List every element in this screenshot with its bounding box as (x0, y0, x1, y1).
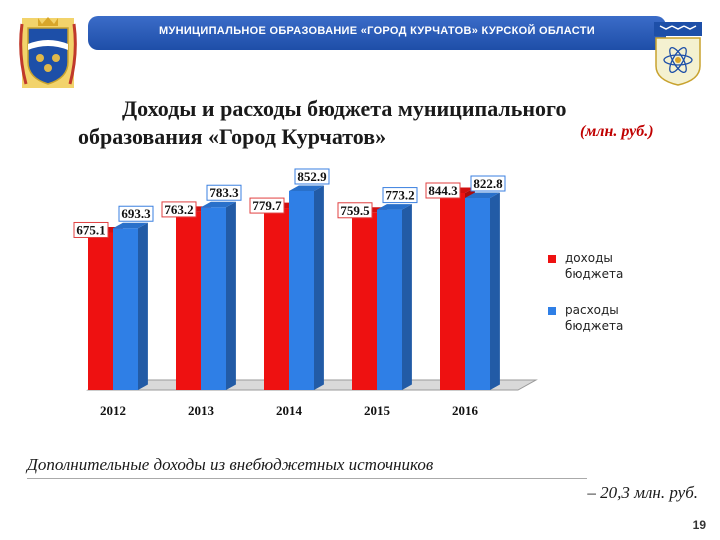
bar-expenses-2015 (377, 204, 412, 390)
data-label-box-income-2012 (73, 221, 109, 238)
data-label-box-income-2014 (249, 197, 285, 214)
title-line-1: Доходы и расходы бюджета муниципального (122, 96, 567, 121)
legend-item-expenses: расходы бюджета (548, 302, 668, 354)
data-label-box-expenses-2016 (470, 175, 506, 192)
bar-expenses-2016 (465, 192, 500, 390)
legend-item-income: доходы бюджета (548, 250, 668, 302)
x-tick-label-2013: 2013 (188, 403, 215, 418)
chart-legend: доходы бюджета расходы бюджета (548, 250, 668, 354)
header: МУНИЦИПАЛЬНОЕ ОБРАЗОВАНИЕ «ГОРОД КУРЧАТО… (18, 0, 702, 95)
units-label: (млн. руб.) (580, 123, 654, 140)
budget-bar-chart: 675.1 693.3 2012 763.2 783.3 2013 779.7 852.9 20… (73, 168, 538, 418)
data-label-expenses-2013: 783.3 (209, 185, 239, 200)
legend-label-income: доходы бюджета (565, 251, 624, 281)
data-label-expenses-2014: 852.9 (297, 169, 327, 184)
data-label-expenses-2016: 822.8 (473, 176, 503, 191)
x-tick-label-2015: 2015 (364, 403, 391, 418)
legend-swatch-income (548, 255, 556, 263)
data-label-income-2013: 763.2 (164, 202, 193, 217)
x-tick-label-2012: 2012 (100, 403, 126, 418)
footnote-text: Дополнительные доходы из внебюджетных ис… (27, 455, 434, 474)
data-label-box-income-2016 (425, 182, 461, 199)
page-number: 19 (692, 518, 706, 532)
data-label-box-expenses-2012 (118, 205, 154, 222)
data-label-box-expenses-2013 (206, 184, 242, 201)
banner-title: МУНИЦИПАЛЬНОЕ ОБРАЗОВАНИЕ «ГОРОД КУРЧАТО… (159, 25, 595, 37)
data-label-box-income-2013 (161, 201, 197, 218)
kurchatov-city-coat-of-arms-icon (654, 22, 702, 86)
data-label-income-2012: 675.1 (76, 222, 105, 237)
data-label-box-expenses-2015 (382, 187, 418, 204)
x-tick-label-2014: 2014 (276, 403, 303, 418)
data-label-income-2014: 779.7 (252, 198, 282, 213)
kursk-oblast-coat-of-arms-icon (19, 17, 77, 88)
footnote-divider (27, 478, 587, 479)
data-label-box-expenses-2014 (294, 168, 330, 185)
title-line-2: образования «Город Курчатов» (78, 124, 387, 149)
bar-expenses-2013 (201, 201, 236, 390)
slide-title: Доходы и расходы бюджета муниципального … (78, 95, 698, 151)
footnote-amount: – 20,3 млн. руб. (587, 483, 698, 502)
data-label-expenses-2015: 773.2 (385, 188, 414, 203)
data-label-expenses-2012: 693.3 (121, 206, 151, 221)
legend-label-expenses: расходы бюджета (565, 303, 624, 333)
x-tick-label-2016: 2016 (452, 403, 479, 418)
data-label-income-2016: 844.3 (428, 183, 458, 198)
bar-expenses-2012 (113, 222, 148, 390)
header-banner: МУНИЦИПАЛЬНОЕ ОБРАЗОВАНИЕ «ГОРОД КУРЧАТО… (88, 16, 666, 50)
data-label-box-income-2015 (337, 202, 373, 219)
legend-swatch-expenses (548, 307, 556, 315)
bar-expenses-2014 (289, 185, 324, 390)
data-label-income-2015: 759.5 (340, 203, 370, 218)
